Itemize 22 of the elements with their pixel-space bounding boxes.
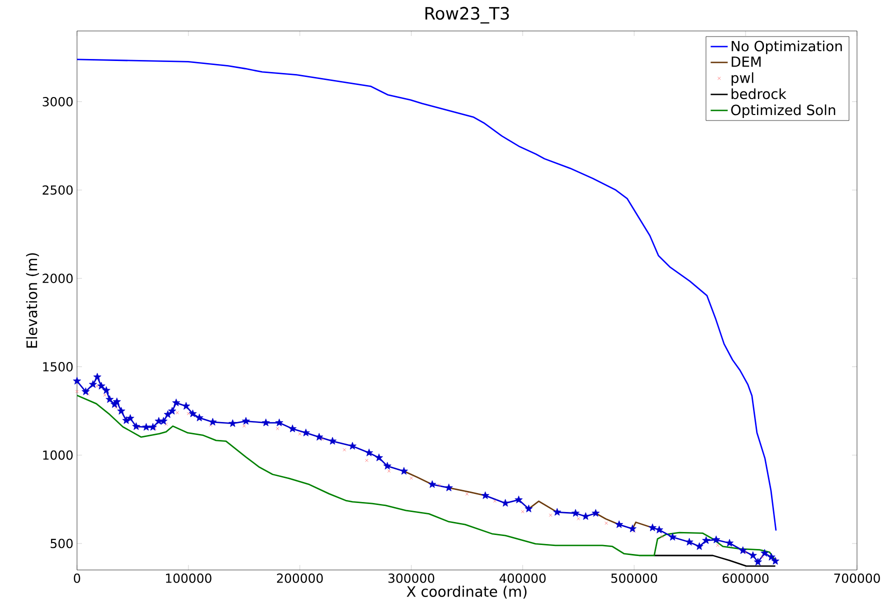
x-tick-label: 400000 xyxy=(500,573,546,583)
x-tick-label: 700000 xyxy=(834,573,880,583)
legend-label: DEM xyxy=(732,56,761,67)
legend-label: pwl xyxy=(732,72,754,86)
x-tick-label: 500000 xyxy=(611,573,658,583)
x-tick-label: 200000 xyxy=(277,573,323,583)
y-axis-title: Elevation (m) xyxy=(26,253,39,348)
y-tick-label: 3000 xyxy=(42,96,73,106)
legend-label: No Optimization xyxy=(732,40,842,54)
x-axis-title: X coordinate (m) xyxy=(406,586,526,599)
y-tick-label: 1000 xyxy=(43,450,73,460)
legend-label: bedrock xyxy=(732,88,786,100)
y-tick-label: 500 xyxy=(50,538,73,548)
y-tick-label: 1500 xyxy=(43,362,73,372)
legend-label: Optimized Soln xyxy=(731,104,836,118)
x-tick-label: 100000 xyxy=(166,573,212,583)
x-tick-label: 300000 xyxy=(388,573,434,583)
y-tick-label: 2500 xyxy=(42,185,73,195)
x-tick-label: 600000 xyxy=(722,573,768,583)
chart-title: Row23_T3 xyxy=(425,6,509,24)
x-tick-label: 0 xyxy=(74,573,80,583)
y-tick-label: 2000 xyxy=(42,274,73,284)
